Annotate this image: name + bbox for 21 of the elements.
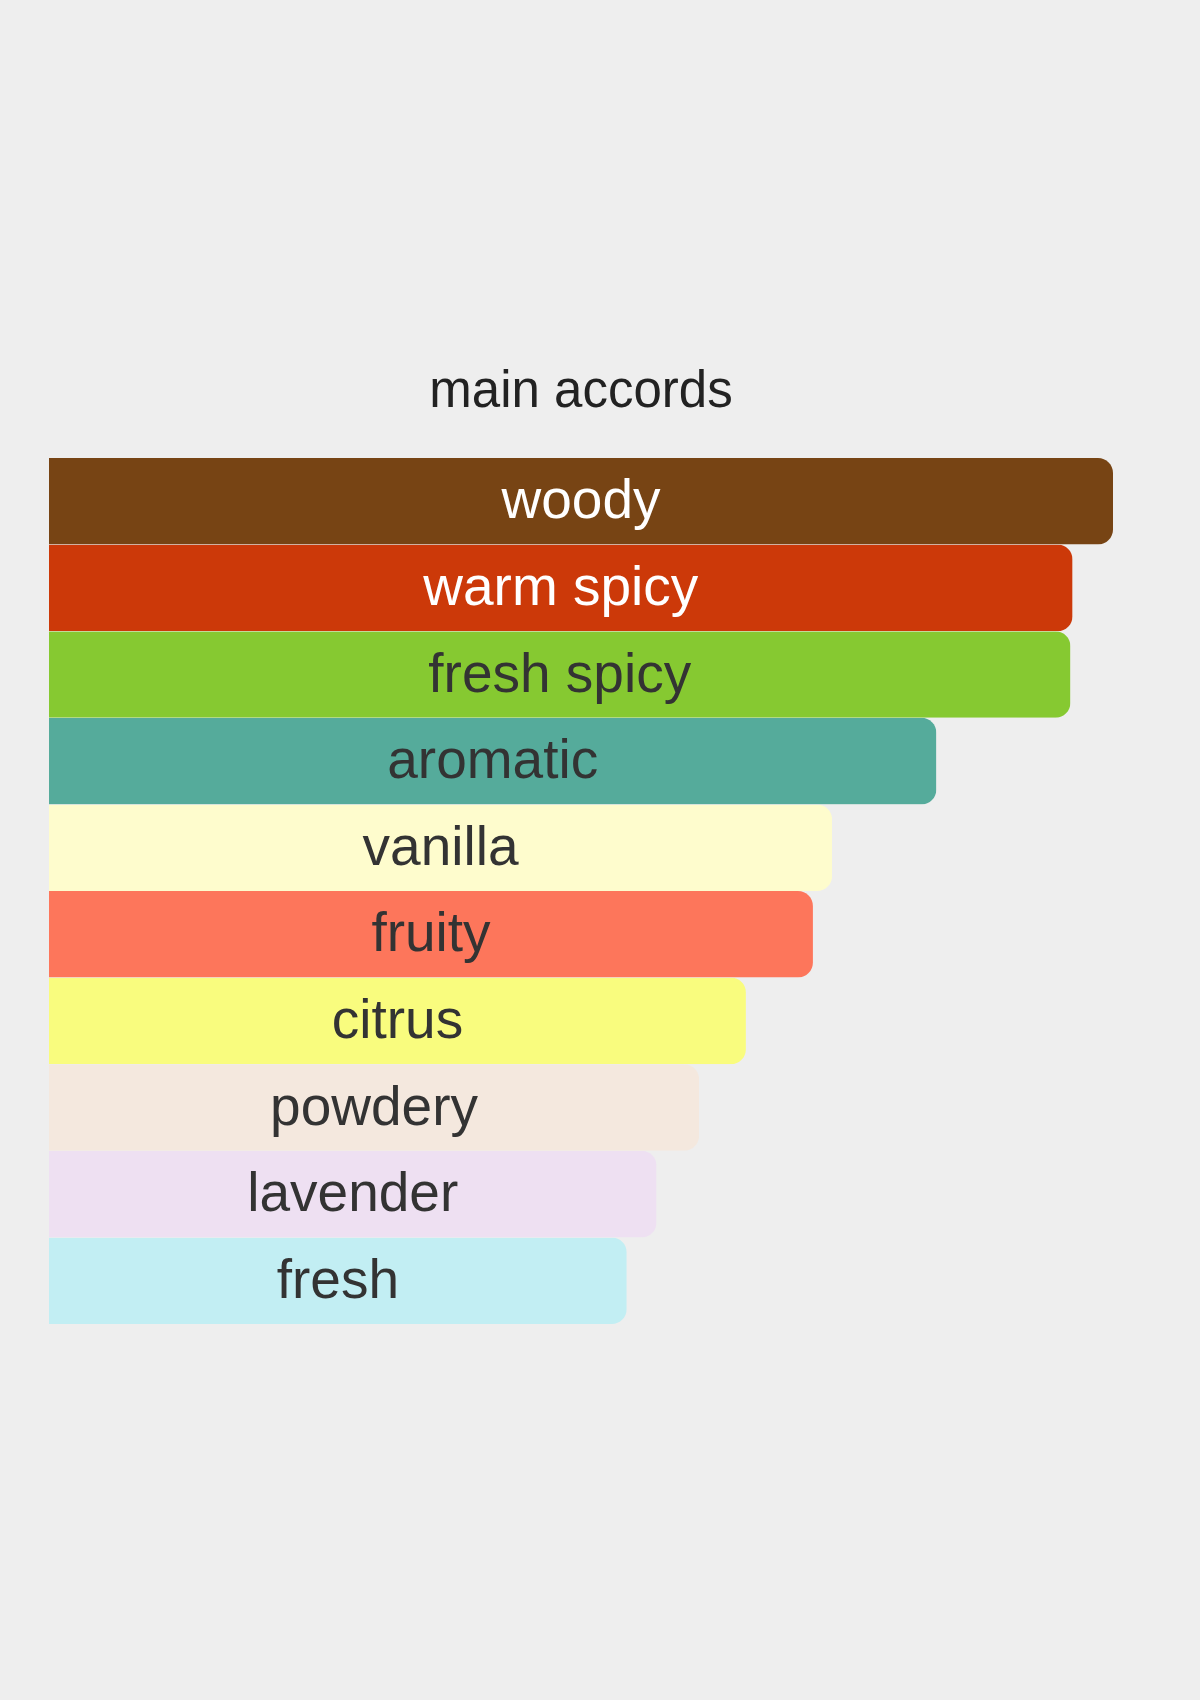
bar xyxy=(49,1064,700,1151)
y-tick-label: woody xyxy=(500,468,661,531)
bar xyxy=(49,458,1113,545)
bar xyxy=(49,1237,627,1324)
bar xyxy=(49,631,1071,718)
bar xyxy=(49,544,1073,632)
y-tick-label: lavender xyxy=(247,1161,459,1224)
y-tick-label: aromatic xyxy=(387,728,599,791)
bar xyxy=(49,804,833,891)
chart-title: main accords xyxy=(429,361,733,418)
y-tick-label: fresh xyxy=(276,1247,400,1310)
y-tick-label: powdery xyxy=(270,1074,479,1137)
y-tick-label: fresh spicy xyxy=(428,641,692,704)
bar xyxy=(49,1150,657,1238)
y-tick-label: fruity xyxy=(371,901,492,964)
y-tick-label: citrus xyxy=(331,987,464,1050)
bar xyxy=(49,717,937,805)
y-tick-label: warm spicy xyxy=(422,554,699,617)
y-tick-label: vanilla xyxy=(362,814,519,877)
bar xyxy=(49,977,746,1065)
bar xyxy=(49,891,813,978)
